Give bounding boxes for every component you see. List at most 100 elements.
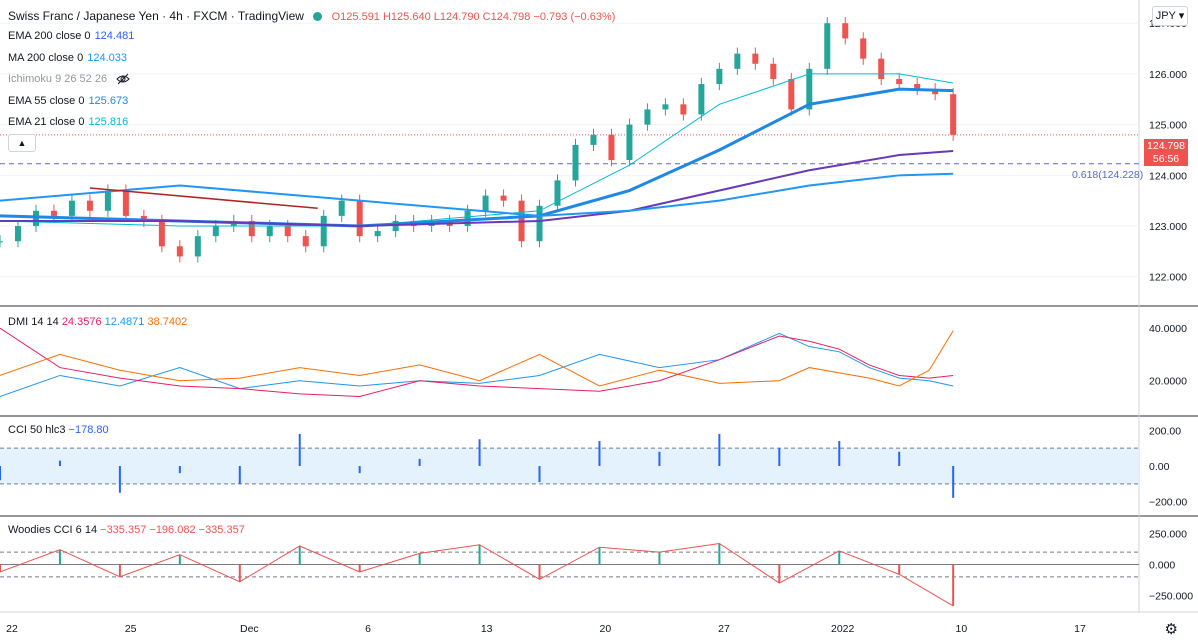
gear-icon[interactable]: ⚙ [1164, 621, 1178, 638]
currency-button[interactable]: JPY ▾ [1152, 6, 1188, 26]
woodies-value-1: −335.357 [100, 524, 147, 536]
cci-bar [598, 441, 601, 466]
candle-body [338, 200, 345, 216]
cci-bar [952, 466, 955, 498]
indicator-value: 125.816 [88, 116, 129, 128]
cci-legend[interactable]: CCI 50 hlc3 −178.80 [8, 424, 109, 436]
indicator-ema21[interactable]: EMA 21 close 0 125.816 [8, 116, 128, 128]
indicator-ema200[interactable]: EMA 200 close 0 124.481 [8, 30, 134, 42]
collapse-legend-button[interactable]: ▲ [8, 134, 36, 152]
time-tick-label: 22 [6, 623, 18, 635]
dmi-label: DMI 14 14 [8, 316, 59, 328]
indicator-label: MA 200 close 0 [8, 52, 84, 64]
indicator-value: 125.673 [88, 95, 129, 107]
woodies-bar [58, 549, 61, 565]
woodies-legend[interactable]: Woodies CCI 6 14 −335.357 −196.082 −335.… [8, 524, 245, 536]
candle-body [860, 38, 867, 59]
woodies-bar [658, 552, 661, 565]
woodies-label: Woodies CCI 6 14 [8, 524, 98, 536]
cci-bar [538, 466, 541, 483]
woodies-bar [0, 564, 1, 572]
cci-bar [418, 458, 421, 466]
cci-bar [838, 441, 841, 466]
candle-body [824, 23, 831, 69]
dmi-legend[interactable]: DMI 14 14 24.3576 12.4871 38.7402 [8, 316, 187, 328]
candle-body [248, 220, 255, 237]
woodies-bar [178, 554, 181, 565]
woodies-value-3: −335.357 [198, 524, 245, 536]
indicator-label: EMA 55 close 0 [8, 95, 85, 107]
candle-body [932, 89, 939, 95]
woodies-tick-label: −250.000 [1149, 590, 1193, 602]
time-tick-label: Dec [240, 623, 259, 635]
candle-body [680, 104, 687, 115]
woodies-tick-label: 0.000 [1149, 560, 1175, 572]
cci-bar [718, 433, 721, 466]
cci-bar [118, 466, 121, 493]
hidden-eye-icon[interactable] [116, 73, 130, 85]
chevron-up-icon: ▲ [17, 138, 27, 148]
candle-body [950, 94, 957, 135]
indicator-value: 124.481 [94, 30, 135, 42]
time-tick-label: 17 [1074, 623, 1086, 635]
cci-tick-label: 200.00 [1149, 425, 1181, 437]
dmi-minus-value: 12.4871 [104, 316, 145, 328]
candle-body [50, 210, 57, 216]
candle-body [698, 84, 705, 115]
market-status-icon [313, 12, 323, 21]
currency-label: JPY [1155, 10, 1176, 22]
price-tick-label: 123.000 [1149, 221, 1187, 233]
cci-bar [238, 466, 241, 484]
indicator-ema55[interactable]: EMA 55 close 0 125.673 [8, 95, 128, 107]
woodies-bar [898, 564, 901, 575]
dmi-adx-value: 38.7402 [147, 316, 188, 328]
ma-line-ma200 [0, 172, 954, 217]
candle-body [500, 195, 507, 201]
indicator-value: 124.033 [87, 52, 127, 64]
cci-bar [0, 466, 1, 481]
candle-body [122, 190, 129, 216]
candle-body [734, 53, 741, 69]
price-tick-label: 125.000 [1149, 120, 1187, 132]
candle-body [572, 144, 579, 181]
cci-bar [658, 451, 661, 466]
dmi-line-adx [0, 330, 954, 387]
candle-body [536, 205, 543, 242]
candle-body [212, 226, 219, 237]
candle-body [302, 236, 309, 247]
candle-body [32, 210, 39, 227]
cci-bar [358, 466, 361, 474]
indicator-ichimoku[interactable]: Ichimoku 9 26 52 26 [8, 73, 130, 85]
candle-body [752, 53, 759, 64]
time-tick-label: 2022 [831, 623, 855, 635]
woodies-value-2: −196.082 [149, 524, 196, 536]
candle-body [878, 58, 885, 79]
candle-body [266, 226, 273, 237]
indicator-ma200[interactable]: MA 200 close 0 124.033 [8, 52, 127, 64]
woodies-bar [952, 564, 955, 606]
symbol-title-row[interactable]: Swiss Franc / Japanese Yen · 4h · FXCM ·… [8, 9, 615, 23]
time-tick-label: 13 [481, 623, 493, 635]
candle-body [0, 241, 3, 243]
candle-body [554, 180, 561, 206]
time-tick-label: 25 [125, 623, 137, 635]
candle-body [284, 226, 291, 237]
cci-band [0, 448, 1139, 484]
woodies-bar [238, 564, 241, 582]
candle-body [590, 134, 597, 145]
ma-line-ema21 [0, 73, 954, 227]
candle-body [158, 220, 165, 247]
cci-bar [898, 451, 901, 466]
woodies-bar [418, 553, 421, 565]
candle-body [464, 210, 471, 227]
candle-body [14, 226, 21, 242]
candle-body [194, 236, 201, 257]
candle-body [356, 200, 363, 237]
fib-level-label: 0.618(124.228) [1072, 169, 1144, 181]
dmi-line-di [0, 332, 954, 397]
woodies-tick-label: 250.000 [1149, 529, 1187, 541]
time-tick-label: 27 [718, 623, 730, 635]
candle-body [716, 68, 723, 85]
woodies-bar [598, 547, 601, 565]
